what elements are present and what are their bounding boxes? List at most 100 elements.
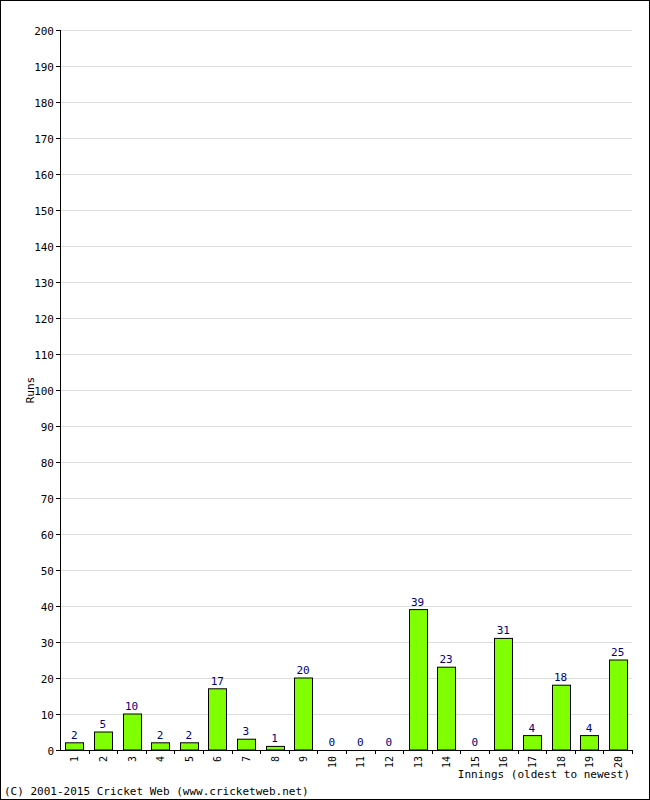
grid-line xyxy=(60,318,632,319)
y-tick xyxy=(56,66,60,67)
y-tick-label: 170 xyxy=(34,133,54,146)
y-tick-label: 160 xyxy=(34,169,54,182)
data-label: 2 xyxy=(71,729,78,742)
x-tick-label: 6 xyxy=(212,756,223,762)
grid-line xyxy=(60,714,632,715)
y-tick xyxy=(56,210,60,211)
grid-line xyxy=(60,570,632,571)
grid-line xyxy=(60,750,632,751)
y-tick-label: 70 xyxy=(41,493,54,506)
data-label: 18 xyxy=(554,671,567,684)
grid-line xyxy=(60,426,632,427)
y-tick-label: 180 xyxy=(34,97,54,110)
bar xyxy=(352,750,370,751)
grid-line xyxy=(60,354,632,355)
grid-line xyxy=(60,174,632,175)
y-tick xyxy=(56,390,60,391)
grid-line xyxy=(60,102,632,103)
y-tick-label: 30 xyxy=(41,637,54,650)
grid-line xyxy=(60,462,632,463)
data-label: 10 xyxy=(125,700,138,713)
y-tick-label: 80 xyxy=(41,457,54,470)
grid-line xyxy=(60,210,632,211)
bar xyxy=(181,743,199,750)
y-axis xyxy=(60,30,61,750)
x-tick-label: 11 xyxy=(355,756,366,768)
y-tick-label: 110 xyxy=(34,349,54,362)
y-tick xyxy=(56,462,60,463)
grid-line xyxy=(60,30,632,31)
bar xyxy=(381,750,399,751)
y-tick xyxy=(56,678,60,679)
y-tick xyxy=(56,750,60,751)
y-tick xyxy=(56,102,60,103)
y-tick xyxy=(56,426,60,427)
bar xyxy=(152,743,170,750)
x-axis xyxy=(60,750,632,751)
y-tick xyxy=(56,318,60,319)
bars xyxy=(66,610,628,750)
bar xyxy=(553,685,571,750)
data-labels: 2510221731200003923031418425 xyxy=(71,596,624,749)
data-label: 5 xyxy=(100,718,107,731)
y-tick xyxy=(56,642,60,643)
data-label: 20 xyxy=(296,664,309,677)
grid-line xyxy=(60,246,632,247)
y-tick-label: 120 xyxy=(34,313,54,326)
y-tick-label: 10 xyxy=(41,709,54,722)
x-tick-label: 15 xyxy=(470,756,481,768)
grid-line xyxy=(60,138,632,139)
data-label: 3 xyxy=(243,725,250,738)
y-tick xyxy=(56,714,60,715)
bar xyxy=(410,610,428,750)
x-tick-label: 1 xyxy=(69,756,80,762)
y-tick-label: 190 xyxy=(34,61,54,74)
x-tick-label: 18 xyxy=(556,756,567,768)
x-tick-label: 4 xyxy=(155,756,166,762)
bar xyxy=(95,732,113,750)
grid-line xyxy=(60,642,632,643)
data-label: 0 xyxy=(386,736,393,749)
grid-line xyxy=(60,678,632,679)
data-label: 17 xyxy=(211,675,224,688)
bar xyxy=(495,638,513,750)
x-tick-label: 10 xyxy=(327,756,338,768)
x-tick-label: 9 xyxy=(298,756,309,762)
y-tick xyxy=(56,534,60,535)
data-label: 2 xyxy=(157,729,164,742)
y-tick-label: 90 xyxy=(41,421,54,434)
x-tick-label: 12 xyxy=(384,756,395,768)
y-tick xyxy=(56,498,60,499)
bar xyxy=(324,750,342,751)
x-tick-label: 14 xyxy=(441,756,452,768)
y-tick xyxy=(56,138,60,139)
grid-line xyxy=(60,606,632,607)
chart: 0102030405060708090100110120130140150160… xyxy=(0,0,650,800)
data-label: 25 xyxy=(611,646,624,659)
data-label: 4 xyxy=(529,722,536,735)
y-axis-title: Runs xyxy=(24,377,37,404)
x-tick-label: 13 xyxy=(413,756,424,768)
bar xyxy=(467,750,485,751)
y-tick xyxy=(56,570,60,571)
y-tick-label: 50 xyxy=(41,565,54,578)
bar xyxy=(267,746,285,750)
y-tick xyxy=(56,282,60,283)
y-tick-label: 100 xyxy=(34,385,54,398)
grid-line xyxy=(60,534,632,535)
y-tick-label: 0 xyxy=(47,745,54,758)
x-axis-title: Innings (oldest to newest) xyxy=(458,768,630,781)
data-label: 0 xyxy=(357,736,364,749)
data-label: 0 xyxy=(471,736,478,749)
bar xyxy=(295,678,313,750)
data-label: 23 xyxy=(439,653,452,666)
y-tick-label: 130 xyxy=(34,277,54,290)
copyright: (C) 2001-2015 Cricket Web (www.cricketwe… xyxy=(4,785,309,798)
grid-line xyxy=(60,390,632,391)
data-label: 4 xyxy=(586,722,593,735)
x-tick-label: 5 xyxy=(184,756,195,762)
y-tick-label: 20 xyxy=(41,673,54,686)
y-tick xyxy=(56,354,60,355)
frame xyxy=(1,1,650,800)
grid-line xyxy=(60,282,632,283)
